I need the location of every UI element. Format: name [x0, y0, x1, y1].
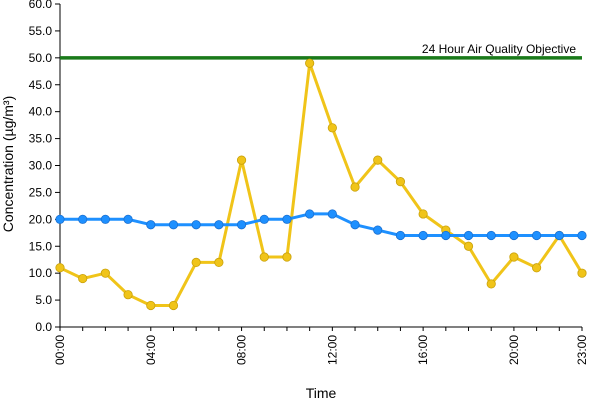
data-point — [373, 225, 383, 235]
y-axis: 0.0 5.0 10.0 15.0 20.0 25.0 30.0 35.0 40.0 45.0 50… — [29, 0, 61, 334]
data-point — [532, 263, 542, 273]
y-tick-label: 55.0 — [29, 24, 53, 38]
series-line — [60, 212, 582, 237]
data-point — [123, 214, 133, 224]
data-point — [577, 268, 587, 278]
data-point — [463, 241, 474, 251]
data-point — [100, 268, 110, 278]
data-point — [350, 220, 360, 230]
y-tick-label: 30.0 — [29, 159, 53, 173]
series-1 — [55, 209, 587, 241]
y-axis-title: Concentration (µg/m³) — [0, 96, 16, 232]
y-tick-label: 0.0 — [35, 320, 52, 334]
data-point — [214, 220, 224, 230]
data-point — [577, 230, 587, 241]
reference-line-group: 24 Hour Air Quality Objective — [60, 42, 582, 60]
data-point — [78, 273, 88, 284]
x-tick-label: 20:00 — [507, 335, 521, 365]
series-line — [59, 61, 584, 307]
series-0 — [55, 58, 587, 311]
data-point — [327, 123, 337, 133]
data-point — [486, 230, 496, 241]
data-point — [78, 214, 88, 224]
data-point — [441, 230, 451, 241]
data-point — [509, 252, 519, 262]
series-group — [55, 58, 587, 311]
data-point — [168, 220, 179, 230]
y-tick-label: 20.0 — [29, 212, 53, 226]
data-point — [418, 230, 428, 241]
data-point — [554, 230, 564, 241]
data-point — [305, 58, 315, 68]
data-point — [509, 230, 519, 241]
data-point — [282, 252, 292, 262]
data-point — [463, 230, 474, 241]
x-tick-label: 23:00 — [575, 335, 589, 365]
y-tick-label: 35.0 — [29, 132, 53, 146]
data-point — [146, 300, 156, 311]
x-tick-label: 00:00 — [53, 335, 67, 365]
data-point — [191, 257, 201, 267]
data-point — [373, 155, 383, 165]
data-point — [191, 220, 201, 230]
data-point — [532, 230, 542, 241]
x-tick-label: 12:00 — [325, 335, 339, 365]
y-tick-label: 40.0 — [29, 105, 53, 119]
data-point — [350, 182, 360, 192]
data-point — [123, 290, 133, 300]
x-axis: 00:00 04:00 08:00 12:00 16:00 20:00 23:00 — [53, 326, 589, 365]
data-point — [236, 220, 247, 230]
data-point — [146, 220, 156, 230]
x-tick-label: 08:00 — [235, 335, 249, 365]
data-point — [418, 209, 428, 219]
data-point — [395, 230, 406, 241]
data-point — [259, 214, 269, 224]
y-tick-label: 45.0 — [29, 78, 53, 92]
y-tick-label: 60.0 — [29, 0, 53, 11]
y-tick-label: 25.0 — [29, 185, 53, 199]
data-point — [282, 214, 292, 224]
data-point — [486, 279, 496, 289]
x-axis-title: Time — [306, 385, 337, 400]
data-point — [305, 209, 315, 219]
data-point — [214, 257, 224, 267]
data-point — [327, 209, 337, 219]
data-point — [100, 214, 110, 224]
x-tick-label: 04:00 — [144, 335, 158, 365]
y-tick-label: 5.0 — [35, 293, 52, 307]
data-point — [259, 252, 269, 262]
data-point — [55, 214, 65, 224]
objective-label: 24 Hour Air Quality Objective — [422, 42, 576, 56]
data-point — [168, 300, 179, 311]
x-tick-label: 16:00 — [416, 335, 430, 365]
data-point — [236, 155, 247, 165]
data-point — [395, 177, 406, 187]
data-point — [55, 263, 65, 273]
y-tick-label: 15.0 — [29, 239, 53, 253]
y-tick-label: 50.0 — [29, 51, 53, 65]
y-tick-label: 10.0 — [29, 266, 53, 280]
